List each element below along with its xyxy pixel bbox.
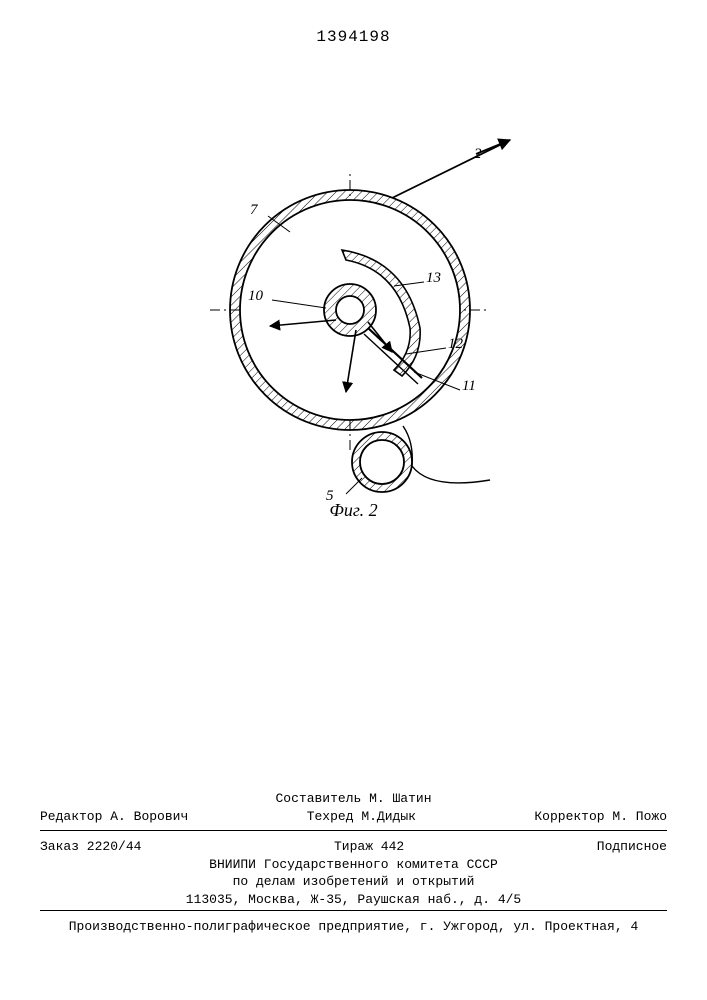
figure-caption: Фиг. 2 — [0, 500, 707, 521]
techred-label: Техред — [307, 809, 354, 824]
tirazh: Тираж 442 — [334, 838, 404, 856]
compiler-line: Составитель М. Шатин — [40, 790, 667, 808]
rule-2 — [40, 910, 667, 911]
editor-name: А. Ворович — [110, 809, 188, 824]
subscription: Подписное — [597, 838, 667, 856]
shaft — [324, 284, 376, 336]
label-11: 11 — [462, 378, 476, 395]
editor-label: Редактор — [40, 809, 102, 824]
label-13: 13 — [426, 270, 441, 287]
patent-number: 1394198 — [0, 28, 707, 46]
label-2: 2 — [474, 146, 482, 163]
corrector: Корректор М. Пожо — [534, 808, 667, 826]
figure: 2 7 10 13 12 11 5 — [170, 120, 530, 520]
lower-roller — [352, 426, 490, 492]
diagram-svg — [170, 120, 530, 520]
org-line-1: ВНИИПИ Государственного комитета СССР — [40, 856, 667, 874]
label-7: 7 — [250, 202, 258, 219]
feed-line — [392, 140, 510, 198]
corrector-label: Корректор — [534, 809, 604, 824]
corrector-name: М. Пожо — [612, 809, 667, 824]
print-info: Заказ 2220/44 Тираж 442 Подписное ВНИИПИ… — [40, 838, 667, 908]
staff-row: Редактор А. Ворович Техред М.Дидык Корре… — [40, 808, 667, 826]
colophon: Составитель М. Шатин Редактор А. Ворович… — [40, 790, 667, 825]
printer-line: Производственно-полиграфическое предприя… — [40, 918, 667, 936]
address-line: 113035, Москва, Ж-35, Раушская наб., д. … — [40, 891, 667, 909]
techred: Техред М.Дидык — [307, 808, 416, 826]
org-line-2: по делам изобретений и открытий — [40, 873, 667, 891]
label-12: 12 — [448, 336, 463, 353]
order-row: Заказ 2220/44 Тираж 442 Подписное — [40, 838, 667, 856]
techred-name: М.Дидык — [361, 809, 416, 824]
printer-block: Производственно-полиграфическое предприя… — [40, 918, 667, 936]
page: 1394198 — [0, 0, 707, 1000]
rule-1 — [40, 830, 667, 831]
editor: Редактор А. Ворович — [40, 808, 188, 826]
label-10: 10 — [248, 288, 263, 305]
order: Заказ 2220/44 — [40, 838, 141, 856]
